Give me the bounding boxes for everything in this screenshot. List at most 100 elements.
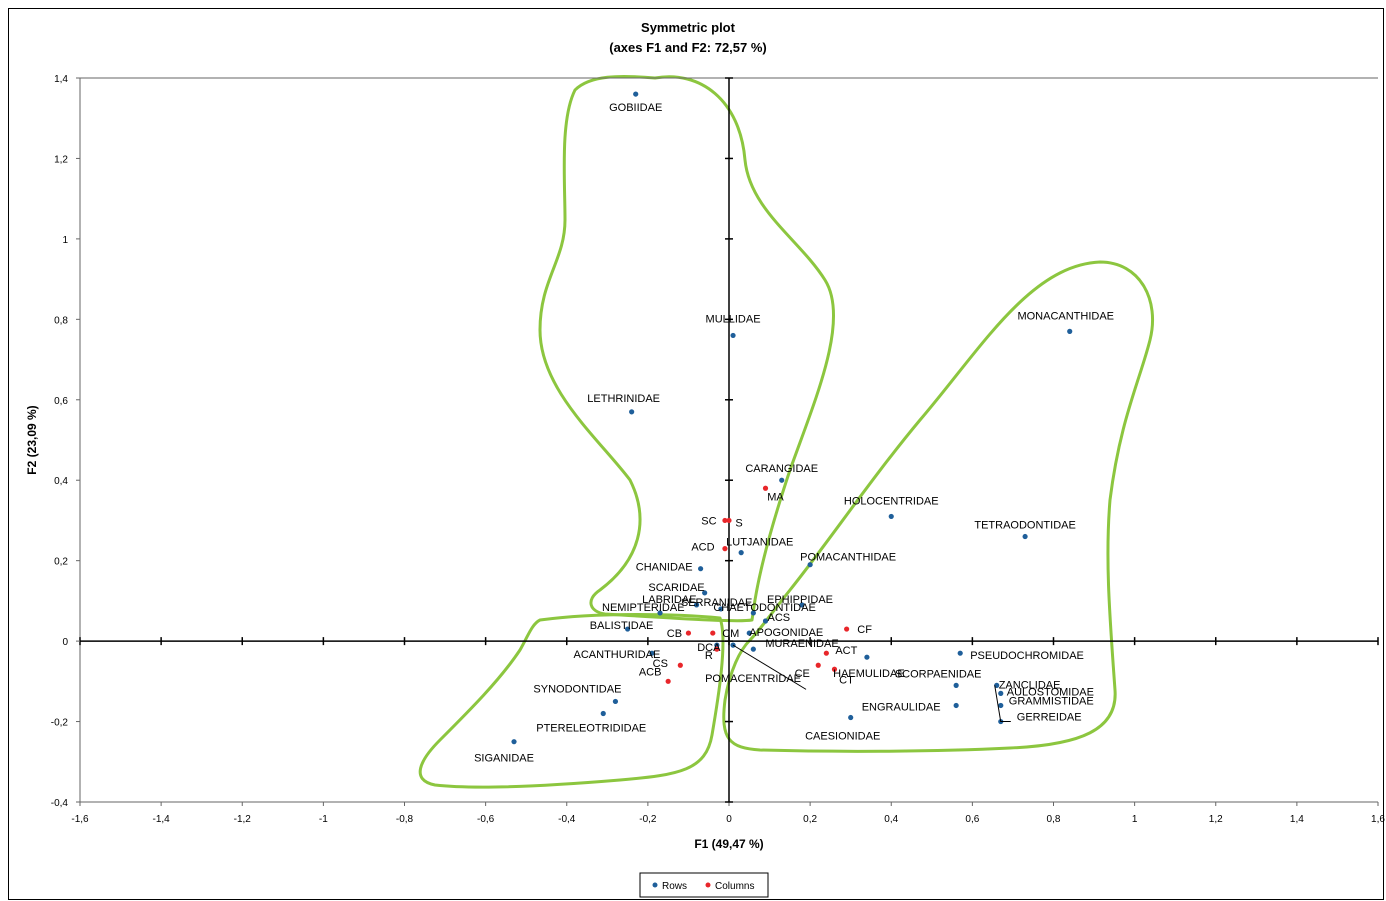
- label-chanidae: CHANIDAE: [636, 562, 693, 574]
- point-caesionidae: [848, 714, 854, 721]
- label-scorpaenidae: SCORPAENIDAE: [895, 668, 982, 680]
- legend-box: [639, 872, 769, 898]
- y-axis-label: F2 (23,09 %): [25, 405, 39, 474]
- cluster-outline-right: [722, 260, 1155, 753]
- point-serranidae: [718, 606, 724, 612]
- x-tick-label: -0,4: [558, 814, 576, 825]
- label-grammistidae: GRAMMISTIDAE: [1009, 695, 1094, 707]
- right-family-bracket: [994, 685, 1011, 723]
- point-tetraodontidae: [1022, 533, 1028, 540]
- point-labridae: [693, 602, 700, 608]
- x-tick-label: 1,6: [1371, 814, 1385, 825]
- x-tick-label: 0,2: [803, 814, 817, 825]
- point-holocentridae: [888, 513, 894, 520]
- point-grammistidae: [998, 702, 1004, 709]
- label-zanclidae: ZANCLIDAE: [999, 679, 1061, 691]
- label-s: S: [735, 517, 742, 529]
- point-scorpaenidae: [953, 682, 959, 688]
- x-axis-ticks: -1,6 -1,4 -1,2 -1 -0,8 -0,6 -0,4 -0,2 0 0,2 0,4 0,6…: [71, 637, 1385, 825]
- point-gobiidae: [633, 91, 639, 97]
- legend-rows-marker: [652, 882, 658, 888]
- point-ma: [762, 485, 769, 491]
- label-sc: SC: [701, 515, 716, 527]
- x-tick-label: 0,8: [1047, 814, 1061, 825]
- label-holocentridae: HOLOCENTRIDAE: [844, 495, 939, 507]
- chart-subtitle: (axes F1 and F2: 72,57 %): [609, 40, 767, 55]
- x-tick-label: -1,2: [234, 814, 252, 825]
- label-haemulidae: HAEMULIDAE: [833, 668, 905, 680]
- point-ptereleotrididae: [600, 710, 606, 717]
- point-chaetodontidae: [750, 610, 756, 616]
- legend-rows-label: Rows: [662, 881, 687, 892]
- label-acs: ACS: [768, 612, 791, 624]
- label-ce: CE: [795, 668, 810, 680]
- plot-area: [79, 77, 1378, 803]
- label-acb: ACB: [639, 666, 662, 678]
- point-acanthuridae: [649, 650, 655, 656]
- point-labels: GOBIIDAE MULLIDAE LETHRINIDAE MONACANTHIDAE…: [474, 102, 1114, 765]
- label-caesionidae: CAESIONIDAE: [805, 731, 880, 743]
- y-tick-label: 0,6: [54, 396, 68, 407]
- point-chanidae: [698, 566, 704, 572]
- point-act: [823, 650, 829, 656]
- label-tetraodontidae: TETRAODONTIDAE: [974, 520, 1075, 532]
- label-apogonidae: APOGONIDAE: [749, 627, 823, 639]
- y-tick-label: 1: [62, 235, 68, 246]
- y-tick-label: 1,4: [54, 74, 68, 85]
- label-mullidae: MULLIDAE: [706, 313, 761, 325]
- y-tick-label: 0: [62, 637, 68, 648]
- cluster-outlines: [418, 74, 1155, 789]
- label-dca: DCA: [697, 642, 721, 654]
- label-muraenidae: MURAENIDAE: [765, 638, 838, 650]
- point-balistidae: [624, 626, 631, 632]
- x-tick-label: 0: [726, 814, 732, 825]
- x-tick-label: -0,6: [477, 814, 495, 825]
- point-nemipteridae: [657, 610, 663, 616]
- point-cm: [710, 630, 716, 636]
- point-ce: [815, 662, 821, 668]
- pomacentridae-leader: [732, 644, 807, 690]
- point-apogonidae: [746, 630, 752, 636]
- point-cb: [685, 630, 692, 636]
- label-gobiidae: GOBIIDAE: [609, 102, 662, 114]
- label-ptereleotrididae: PTERELEOTRIDIDAE: [536, 723, 646, 735]
- y-tick-label: 0,8: [54, 315, 68, 326]
- x-tick-label: 1,4: [1290, 814, 1304, 825]
- chart-title: Symmetric plot: [641, 20, 736, 35]
- label-gerreidae: GERREIDAE: [1017, 712, 1082, 724]
- x-axis-label: F1 (49,47 %): [694, 837, 763, 851]
- cluster-outline-top: [538, 74, 836, 623]
- point-ct: [831, 666, 838, 672]
- point-engraulidae: [953, 702, 959, 709]
- x-tick-label: -0,8: [396, 814, 414, 825]
- point-lutjanidae: [738, 550, 744, 556]
- label-aulostomidae: AULOSTOMIDAE: [1007, 686, 1094, 698]
- label-monacanthidae: MONACANTHIDAE: [1017, 310, 1114, 322]
- label-siganidae: SIGANIDAE: [474, 753, 534, 765]
- x-tick-label: 1,2: [1209, 814, 1223, 825]
- point-synodontidae: [612, 698, 619, 705]
- label-acanthuridae: ACANTHURIDAE: [574, 649, 661, 661]
- label-acd: ACD: [691, 542, 714, 554]
- y-axis-ticks: -0,4 -0,2 0 0,2 0,4 0,6 0,8 1 1,2 1,4: [51, 74, 733, 809]
- x-tick-label: -0,2: [639, 814, 657, 825]
- point-siganidae: [511, 739, 517, 745]
- label-lutjanidae: LUTJANIDAE: [726, 537, 793, 549]
- x-tick-label: -1,6: [71, 814, 89, 825]
- y-tick-label: 0,4: [54, 476, 68, 487]
- point-cs: [677, 662, 683, 668]
- label-cs: CS: [653, 658, 668, 670]
- legend-columns-label: Columns: [715, 881, 754, 892]
- y-tick-label: 1,2: [54, 154, 68, 165]
- legend-columns-marker: [705, 882, 711, 888]
- point-aulostomidae: [998, 690, 1004, 697]
- chart-frame: [8, 8, 1384, 900]
- label-cm: CM: [722, 628, 739, 640]
- label-synodontidae: SYNODONTIDAE: [533, 683, 621, 695]
- label-chaetodontidae: CHAETODONTIDAE: [713, 602, 815, 614]
- point-acs: [762, 618, 769, 624]
- point-carangidae: [779, 477, 785, 483]
- point-mullidae: [730, 332, 736, 339]
- legend: Rows Columns: [639, 872, 769, 898]
- point-acd: [722, 546, 728, 552]
